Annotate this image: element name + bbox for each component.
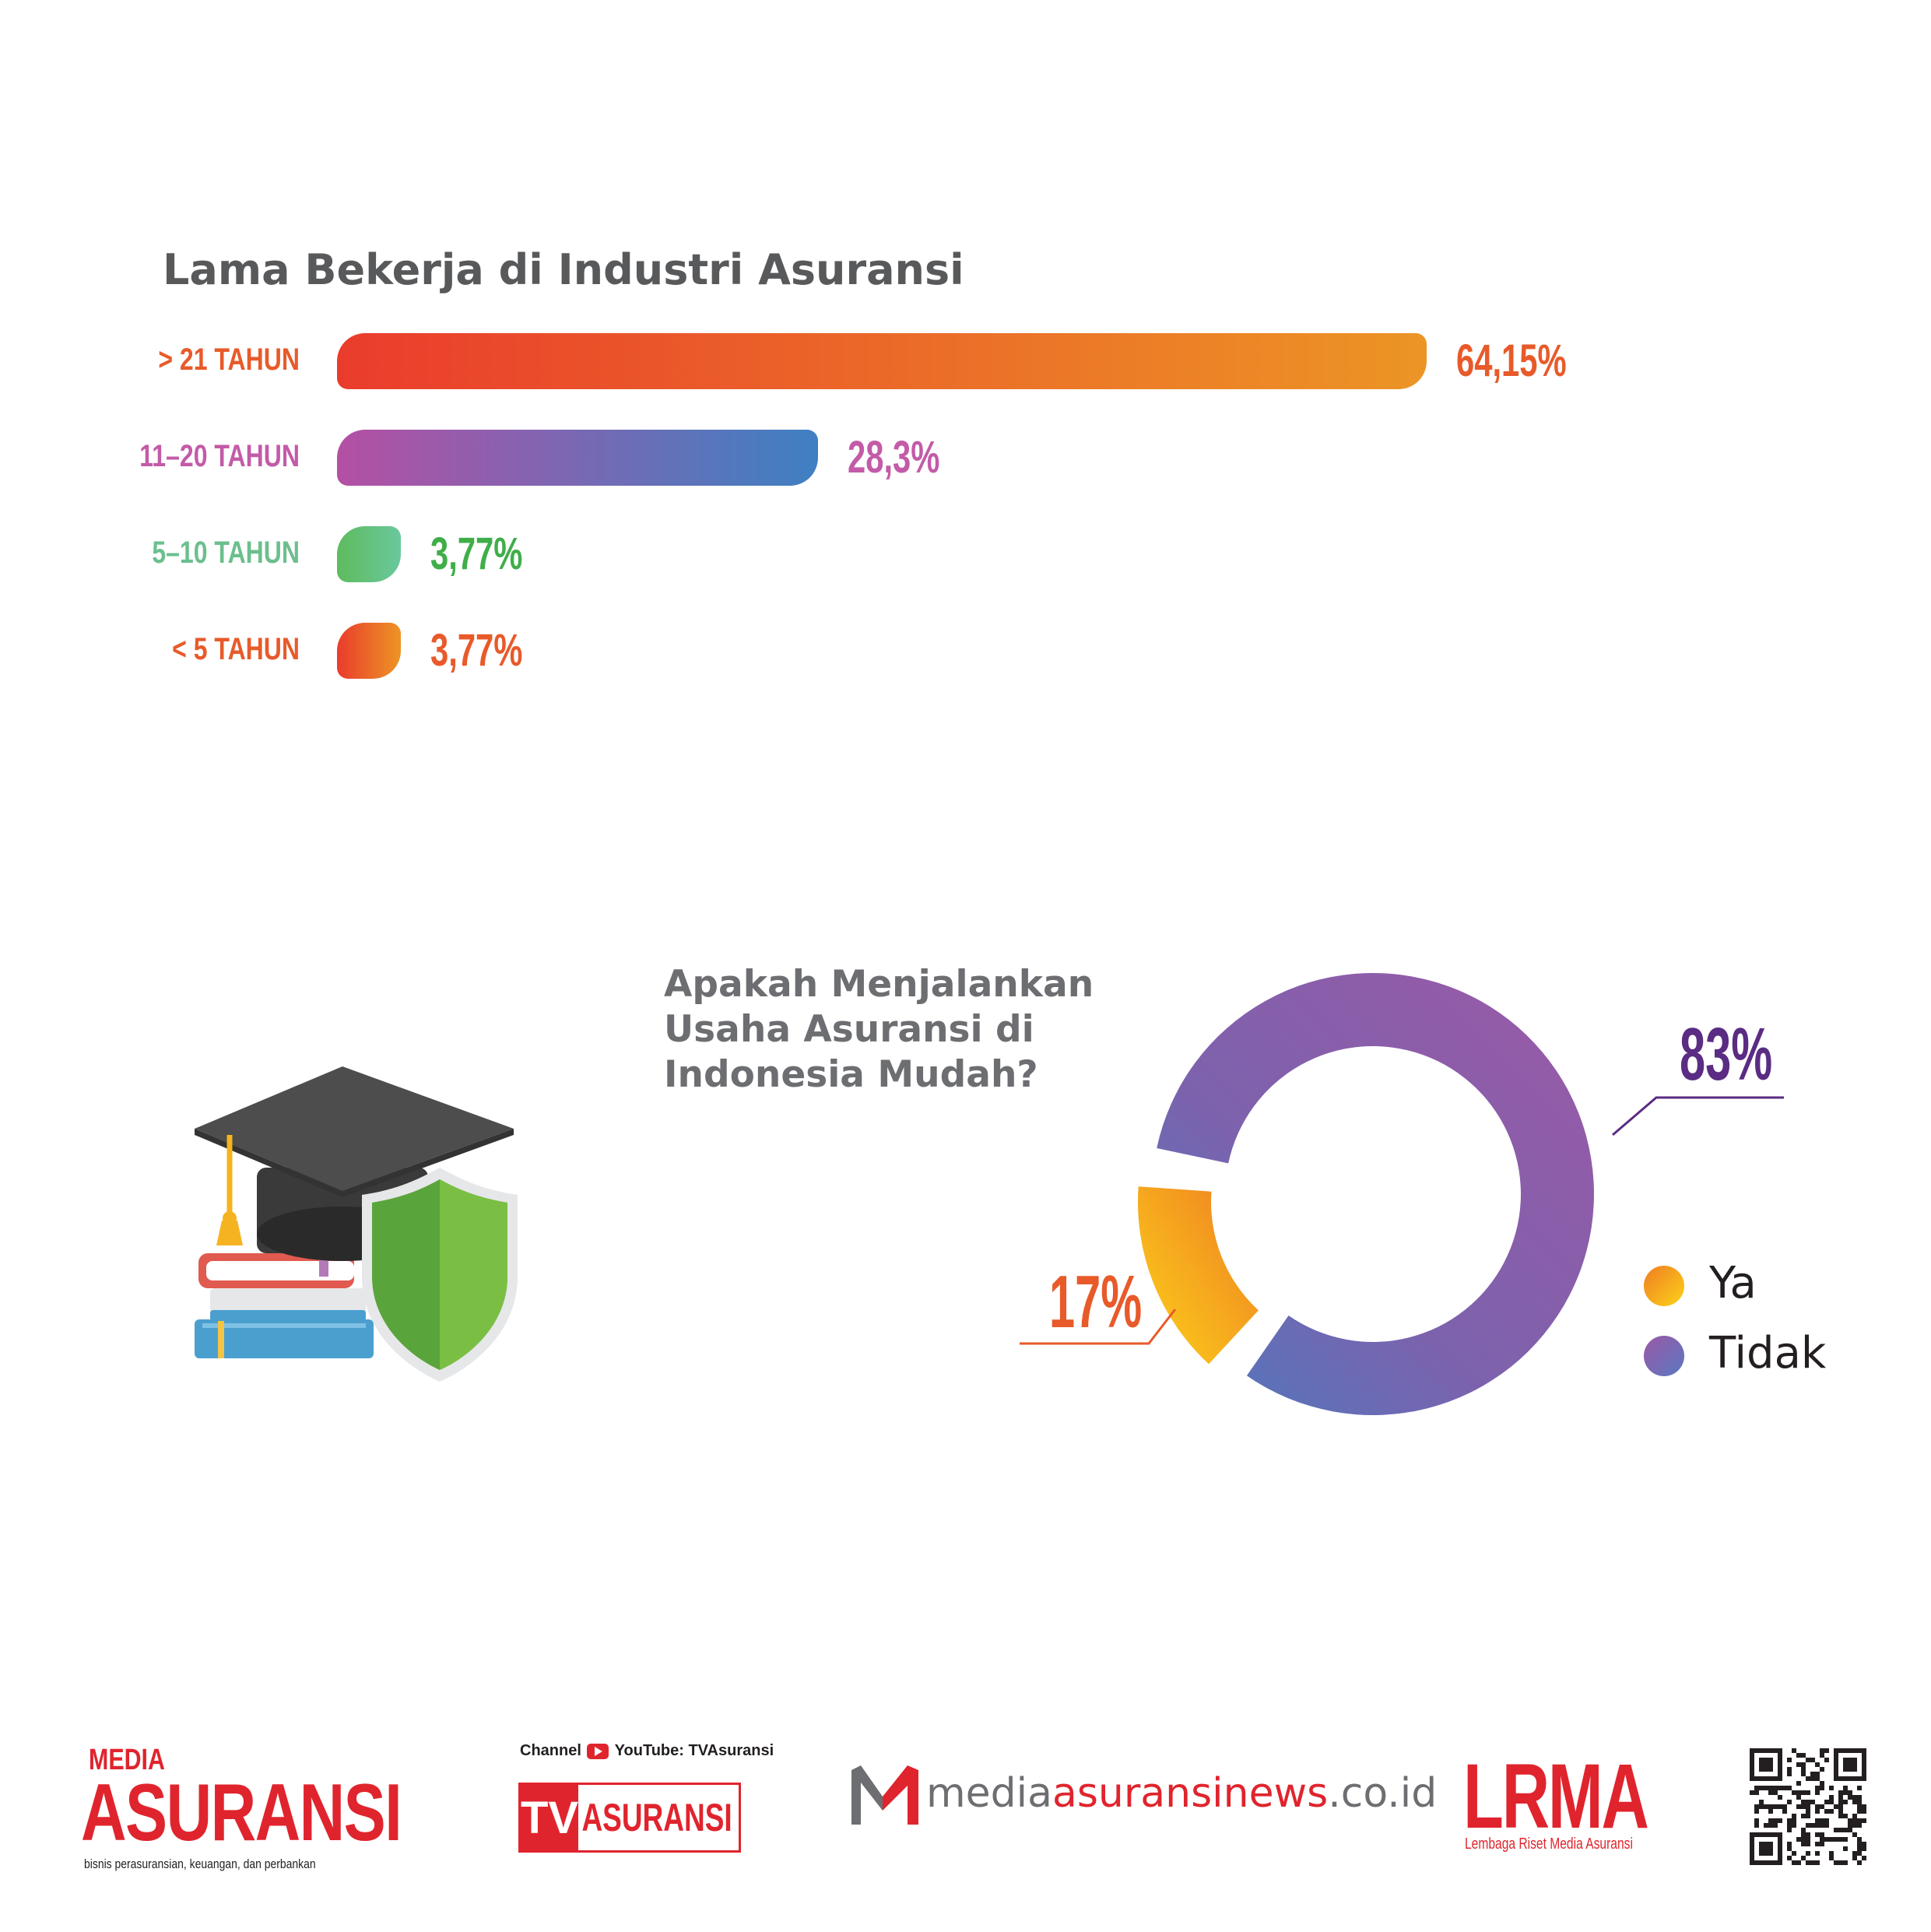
- bar-category-label: > 21 TAHUN: [158, 342, 300, 377]
- shield-icon: [362, 1168, 518, 1382]
- site-suffix: .co.id: [1328, 1770, 1438, 1817]
- m-logo-icon: [851, 1765, 918, 1825]
- leader-line-ya: [1020, 1308, 1177, 1345]
- legend-swatch: [1644, 1266, 1684, 1306]
- media-asuransi-logo: MEDIA ASURANSI bisnis perasuransian, keu…: [81, 1744, 408, 1876]
- tv-prefix: TV: [521, 1785, 579, 1850]
- legend-swatch: [1644, 1336, 1684, 1376]
- lrma-logo: LRMA Lembaga Riset Media Asuransi: [1463, 1744, 1650, 1853]
- legend-label: Ya: [1709, 1258, 1757, 1308]
- qr-code-icon: [1750, 1748, 1866, 1865]
- leader-line-tidak: [1612, 1096, 1784, 1136]
- bar: [337, 526, 402, 582]
- donut-value-label: 17%: [1049, 1260, 1143, 1344]
- tv-youtube-text: YouTube: TVAsuransi: [614, 1742, 774, 1759]
- bar: [337, 623, 402, 679]
- donut-slice-tidak: [1157, 972, 1594, 1415]
- lrma-main: LRMA: [1463, 1745, 1649, 1848]
- youtube-icon: [587, 1743, 609, 1759]
- site-prefix: media: [926, 1770, 1052, 1817]
- bar-category-label: 11–20 TAHUN: [139, 439, 300, 473]
- donut-value-label: 83%: [1680, 1013, 1773, 1096]
- donut-chart-title: Apakah Menjalankan Usaha Asuransi di Ind…: [664, 963, 1094, 1096]
- bar-value-label: 28,3%: [847, 432, 940, 483]
- bar: [337, 430, 818, 486]
- bar-value-label: 3,77%: [430, 529, 523, 579]
- bar-chart-title: Lama Bekerja di Industri Asuransi: [163, 245, 964, 294]
- legend-label: Tidak: [1709, 1328, 1827, 1379]
- donut-slice-ya: [1138, 1186, 1259, 1365]
- media-logo-main: ASURANSI: [81, 1768, 402, 1858]
- tv-main: ASURANSI: [581, 1796, 732, 1839]
- books-icon: [195, 1253, 374, 1358]
- site-main: asuransinews: [1052, 1770, 1329, 1817]
- bar-category-label: < 5 TAHUN: [172, 632, 300, 666]
- graduation-shield-illustration: [195, 1066, 518, 1382]
- bar-value-label: 64,15%: [1456, 335, 1567, 386]
- bar-category-label: 5–10 TAHUN: [152, 536, 300, 570]
- tv-asuransi-logo: Channel YouTube: TVAsuransi TV ASURANSI: [515, 1742, 774, 1867]
- bar-value-label: 3,77%: [430, 625, 523, 676]
- media-logo-tagline: bisnis perasuransian, keuangan, dan perb…: [84, 1856, 316, 1871]
- bar: [337, 333, 1427, 389]
- media-logo-top: MEDIA: [89, 1744, 165, 1776]
- lrma-tagline: Lembaga Riset Media Asuransi: [1465, 1835, 1633, 1853]
- tv-channel-text: Channel: [520, 1742, 581, 1759]
- mediaasuransinews-logo: mediaasuransinews.co.id: [851, 1765, 1437, 1828]
